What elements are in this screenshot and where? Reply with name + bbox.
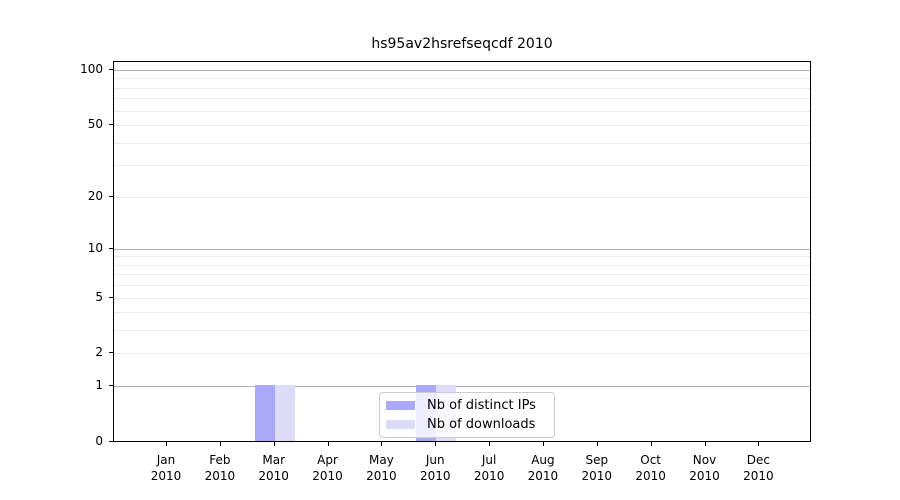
legend-label-distinct-ips: Nb of distinct IPs [427,397,536,413]
gridline-minor [114,353,810,355]
y-tick-mark [109,69,113,70]
legend-item-downloads: Nb of downloads [386,416,554,432]
gridline-minor [114,285,810,287]
x-tick-label-nov: Nov 2010 [689,453,720,483]
x-tick-mark [596,442,598,446]
x-tick-label-jul: Jul 2010 [473,453,505,483]
legend-item-distinct-ips: Nb of distinct IPs [386,397,554,413]
x-tick-mark [489,442,491,446]
gridline-minor [114,87,810,89]
legend-swatch-distinct-ips [386,401,415,410]
x-tick-label-jan: Jan 2010 [150,453,182,483]
legend-swatch-downloads [386,420,415,429]
y-tick-label: 20 [87,188,103,203]
x-tick-label-aug: Aug 2010 [527,453,559,483]
x-tick-label-feb: Feb 2010 [204,453,236,483]
legend-label-downloads: Nb of downloads [427,416,536,432]
legend: Nb of distinct IPs Nb of downloads [379,392,555,438]
gridline-minor [114,98,810,100]
x-tick-mark [381,442,383,446]
gridline-minor [114,264,810,266]
x-tick-label-mar: Mar 2010 [258,453,289,483]
gridline-minor [114,142,810,144]
gridline-minor [114,297,810,299]
bar-nb-of-distinct-ips-mar [254,385,275,441]
x-tick-label-jun: Jun 2010 [419,453,451,483]
y-tick-label: 5 [95,289,103,304]
x-tick-mark [542,442,544,446]
x-tick-label-apr: Apr 2010 [312,453,343,483]
y-tick-mark [109,352,113,354]
y-tick-mark [109,441,113,442]
y-tick-mark [109,385,113,387]
chart-title: hs95av2hsrefseqcdf 2010 [371,36,553,52]
x-tick-mark [435,442,437,446]
x-tick-mark [758,442,760,446]
bar-nb-of-downloads-mar [274,385,295,441]
x-tick-mark [273,442,275,446]
x-tick-label-oct: Oct 2010 [635,453,666,483]
y-tick-mark [109,195,113,197]
y-tick-label: 100 [80,62,103,76]
y-tick-label: 0 [95,434,103,448]
x-tick-mark [327,442,329,446]
gridline-major [114,70,810,71]
y-axis-labels: 0 1 2 5 10 20 50 100 [0,61,103,448]
y-tick-label: 1 [95,378,103,393]
y-tick-label: 2 [95,345,103,360]
x-tick-mark [166,442,167,446]
gridline-minor [114,312,810,314]
y-tick-label: 10 [87,240,103,255]
x-tick-mark [704,442,706,446]
x-tick-mark [650,442,652,446]
gridline-minor [114,165,810,167]
y-tick-mark [109,296,113,298]
x-axis-labels: Jan 2010 Feb 2010 Mar 2010 Apr 2010 May 2010… [113,442,811,492]
gridline-major [114,386,810,388]
x-tick-label-dec: Dec 2010 [743,453,774,483]
gridline-minor [114,196,810,198]
gridline-minor [114,125,810,127]
y-tick-mark [109,124,113,126]
gridline-minor [114,256,810,258]
y-tick-mark [109,247,113,249]
x-tick-mark [219,442,221,446]
gridline-minor [114,274,810,276]
x-tick-label-may: May 2010 [366,453,397,483]
gridline-major [114,248,810,250]
y-tick-label: 50 [87,117,103,132]
gridline-minor [114,110,810,112]
gridline-minor [114,78,810,80]
gridline-minor [114,330,810,332]
plot-area: Nb of distinct IPs Nb of downloads [113,61,811,442]
x-tick-label-sep: Sep 2010 [581,453,613,483]
